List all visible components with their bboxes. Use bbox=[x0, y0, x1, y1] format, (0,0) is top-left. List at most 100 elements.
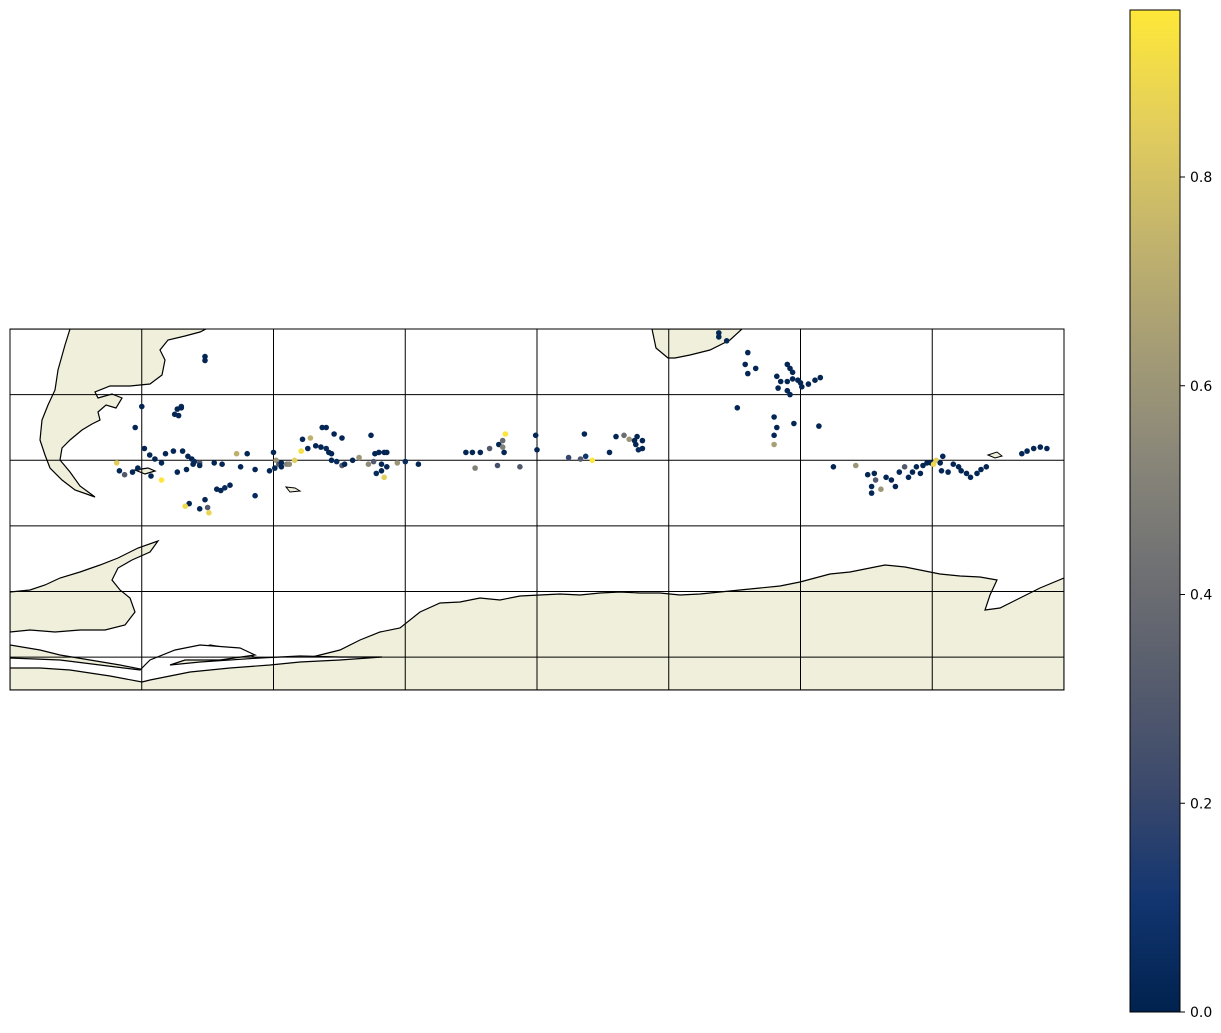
ice-shelf-outline bbox=[10, 644, 383, 683]
colorbar: 0.0 0.2 0.4 0.6 0.8 bbox=[1129, 9, 1212, 1021]
scatter-point bbox=[373, 470, 380, 477]
scatter-point bbox=[937, 460, 943, 466]
scatter-point bbox=[129, 469, 136, 475]
scatter-point bbox=[415, 461, 422, 468]
scatter-point bbox=[227, 482, 233, 489]
scatter-point bbox=[339, 435, 345, 441]
scatter-point bbox=[182, 503, 188, 510]
scatter-point bbox=[634, 433, 640, 440]
scatter-point bbox=[299, 436, 306, 443]
scatter-point bbox=[1089, 444, 1095, 450]
colorbar-tick-label: 0.0 bbox=[1190, 1005, 1212, 1021]
scatter-point bbox=[905, 474, 912, 481]
scatter-point bbox=[333, 458, 340, 465]
scatter-point bbox=[202, 357, 208, 364]
scatter-point bbox=[319, 424, 326, 431]
scatter-point bbox=[771, 432, 777, 439]
scatter-point bbox=[1044, 445, 1050, 452]
scatter-point bbox=[196, 462, 203, 469]
scatter-point bbox=[816, 423, 822, 429]
scatter-points bbox=[113, 330, 1213, 516]
scatter-point bbox=[266, 468, 273, 474]
scatter-point bbox=[237, 464, 244, 470]
scatter-point bbox=[204, 504, 211, 511]
scatter-point bbox=[121, 471, 128, 478]
scatter-point bbox=[868, 483, 875, 490]
scatter-point bbox=[331, 431, 337, 437]
colorbar-bar bbox=[1129, 9, 1181, 1013]
scatter-point bbox=[162, 450, 169, 457]
scatter-point bbox=[211, 460, 217, 466]
south-america-land bbox=[10, 329, 207, 498]
antarctic-peninsula-islands bbox=[10, 539, 160, 633]
south-georgia bbox=[986, 451, 1004, 459]
scatter-point bbox=[1207, 440, 1213, 446]
scatter-point bbox=[582, 453, 589, 460]
scatter-point bbox=[298, 448, 305, 454]
scatter-point bbox=[924, 460, 930, 466]
scatter-point bbox=[635, 447, 642, 453]
scatter-point bbox=[219, 461, 225, 468]
colorbar-tick-label: 0.4 bbox=[1190, 588, 1212, 604]
scatter-point bbox=[394, 460, 401, 466]
falkland-islands bbox=[284, 486, 302, 493]
scatter-point bbox=[378, 461, 385, 468]
colorbar-tick-label: 0.6 bbox=[1190, 379, 1212, 395]
scatter-point bbox=[252, 492, 258, 499]
scatter-point bbox=[963, 470, 970, 477]
scatter-point bbox=[158, 477, 165, 483]
scatter-point bbox=[270, 449, 277, 456]
scatter-point bbox=[920, 462, 926, 469]
scatter-point bbox=[517, 464, 523, 470]
scatter-point bbox=[978, 466, 984, 473]
scatter-point bbox=[273, 457, 279, 464]
scatter-point bbox=[499, 444, 506, 450]
scatter-point bbox=[323, 424, 330, 431]
scatter-point bbox=[871, 470, 878, 477]
scatter-point bbox=[185, 453, 191, 460]
scatter-point bbox=[745, 349, 751, 356]
scatter-point bbox=[940, 453, 946, 460]
scatter-point bbox=[318, 444, 324, 450]
scatter-point bbox=[974, 470, 980, 477]
scatter-point bbox=[179, 448, 186, 454]
scatter-point bbox=[716, 334, 722, 340]
map-frame bbox=[9, 328, 1065, 691]
scatter-point bbox=[170, 448, 177, 454]
scatter-point bbox=[896, 469, 903, 475]
scatter-point bbox=[888, 477, 895, 483]
scatter-point bbox=[202, 353, 208, 360]
scatter-point bbox=[909, 469, 916, 475]
scatter-point bbox=[872, 477, 879, 483]
scatter-point bbox=[864, 471, 871, 478]
scatter-point bbox=[341, 461, 348, 468]
scatter-point bbox=[774, 373, 780, 380]
scatter-point bbox=[626, 436, 632, 443]
scatter-point bbox=[771, 441, 777, 448]
scatter-point bbox=[132, 424, 138, 431]
scatter-point bbox=[113, 460, 120, 466]
scatter-point bbox=[933, 457, 939, 464]
scatter-point bbox=[606, 449, 613, 456]
scatter-point bbox=[534, 447, 540, 453]
scatter-point bbox=[958, 468, 964, 474]
scatter-point bbox=[477, 449, 484, 456]
scatter-point bbox=[1184, 437, 1190, 443]
scatter-point bbox=[244, 450, 250, 457]
scatter-point bbox=[787, 391, 793, 398]
scatter-point bbox=[581, 431, 588, 437]
scatter-point bbox=[328, 450, 335, 457]
scatter-point bbox=[892, 483, 899, 490]
scatter-point bbox=[202, 496, 208, 503]
scatter-point bbox=[384, 464, 390, 470]
scatter-point bbox=[174, 469, 181, 475]
scatter-point bbox=[789, 369, 796, 376]
scatter-point bbox=[278, 464, 285, 470]
scatter-point bbox=[621, 432, 627, 439]
scatter-point bbox=[469, 449, 476, 456]
scatter-point bbox=[218, 487, 224, 494]
scatter-point bbox=[950, 461, 957, 468]
scatter-point bbox=[913, 464, 920, 470]
scatter-point bbox=[146, 452, 153, 458]
scatter-point bbox=[222, 485, 228, 491]
